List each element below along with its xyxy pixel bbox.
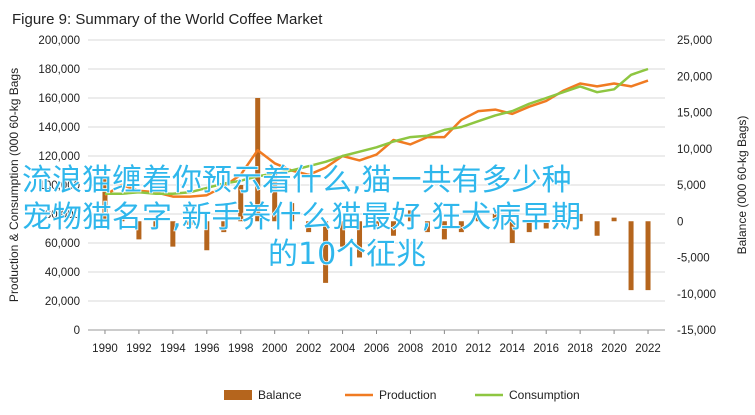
overlay-text: 流浪猫缠着你预示着什么,猫一共有多少种 宠物猫名字,新手养什么猫最好,狂犬病早期… [21, 162, 582, 273]
balance-bar [289, 203, 295, 222]
balance-bar [238, 185, 244, 222]
balance-bar [357, 221, 363, 258]
legend-label-balance: Balance [258, 388, 302, 402]
balance-bar [645, 221, 651, 291]
balance-bar [475, 217, 481, 222]
y-left-tick-label: 20,000 [45, 296, 80, 308]
balance-bar [543, 221, 549, 229]
balance-bar [492, 214, 498, 222]
balance-bar [509, 221, 515, 243]
x-tick-label: 1992 [126, 343, 152, 355]
legend-label-production: Production [379, 388, 436, 402]
legend-label-consumption: Consumption [509, 388, 580, 402]
y-right-tick-label: -15,000 [677, 325, 716, 337]
y-right-axis-label: Balance (000 60-kg Bags) [735, 116, 749, 255]
y-left-tick-label: 80,000 [45, 209, 80, 221]
y-right-tick-label: 25,000 [677, 35, 712, 47]
balance-bar [119, 217, 125, 222]
balance-bar [594, 221, 600, 236]
series-lines [104, 67, 649, 198]
balance-bar [187, 221, 193, 225]
balance-bar [204, 221, 210, 251]
balance-bar [153, 221, 159, 229]
y-left-tick-label: 100,000 [38, 180, 80, 192]
x-tick-label: 2012 [466, 343, 492, 355]
y-left-tick-label: 60,000 [45, 238, 80, 250]
y-right-tick-label: 5,000 [677, 180, 706, 192]
balance-bar [560, 221, 566, 222]
y-right-tick-label: 0 [677, 216, 683, 228]
x-tick-label: 2006 [364, 343, 390, 355]
y-left-tick-label: 160,000 [38, 93, 80, 105]
y-left-tick-label: 0 [74, 325, 80, 337]
x-tick-label: 2010 [432, 343, 458, 355]
y-left-tick-label: 40,000 [45, 267, 80, 279]
balance-bar [526, 221, 532, 233]
x-tick-label: 2020 [601, 343, 627, 355]
balance-bar [306, 221, 312, 233]
balance-bar [390, 221, 396, 236]
x-tick-label: 2022 [635, 343, 661, 355]
balance-bar [323, 221, 329, 283]
y-left-tick-label: 140,000 [38, 122, 80, 134]
x-tick-label: 2004 [330, 343, 356, 355]
consumption-line [105, 67, 649, 195]
axes: 0 20,000 40,000 60,000 80,000 100,000 120,000 1… [7, 35, 749, 355]
balance-bar [340, 221, 346, 247]
x-tick-label: 1996 [194, 343, 220, 355]
balance-bar [221, 221, 227, 233]
balance-bar [441, 221, 447, 240]
y-left-tick-label: 120,000 [38, 151, 80, 163]
chart-title: Figure 9: Summary of the World Coffee Ma… [12, 11, 323, 28]
legend-swatch-balance [224, 390, 252, 400]
x-tick-label: 1998 [228, 343, 254, 355]
balance-bar [458, 221, 464, 233]
balance-bar [611, 217, 617, 222]
balance-bars [102, 98, 651, 291]
balance-bar [170, 221, 176, 247]
legend: Balance Production Consumption [224, 388, 580, 402]
x-tick-label: 1994 [160, 343, 186, 355]
x-tick-label: 2016 [533, 343, 559, 355]
balance-bar [272, 174, 278, 222]
x-tick-label: 2014 [499, 343, 525, 355]
balance-bar [577, 214, 583, 222]
x-tick-label: 1990 [92, 343, 118, 355]
y-right-tick-label: -10,000 [677, 289, 716, 301]
gridlines [88, 39, 665, 331]
x-tick-label: 2000 [262, 343, 288, 355]
balance-bar [102, 177, 108, 222]
balance-bar [628, 221, 634, 291]
overlay-line-1: 流浪猫缠着你预示着什么,猫一共有多少种 [22, 163, 572, 198]
overlay-line-2: 宠物猫名字,新手养什么猫最好,狂犬病早期 [22, 200, 581, 235]
balance-bar [424, 221, 430, 233]
y-left-tick-label: 200,000 [38, 35, 80, 47]
y-right-tick-label: 20,000 [677, 71, 712, 83]
y-right-tick-label: 10,000 [677, 144, 712, 156]
x-tick-label: 2002 [296, 343, 322, 355]
x-tick-label: 2018 [567, 343, 593, 355]
balance-bar [136, 221, 142, 240]
balance-bar [374, 221, 379, 229]
y-left-tick-label: 180,000 [38, 64, 80, 76]
y-left-axis-label: Production & Consumption (000 60-kg Bags [7, 68, 21, 302]
balance-bar [255, 98, 261, 222]
x-tick-label: 2008 [398, 343, 424, 355]
y-right-tick-label: -5,000 [677, 253, 710, 265]
balance-bar [407, 210, 413, 222]
overlay-line-3: 的10个征兆 [268, 237, 426, 272]
y-right-tick-label: 15,000 [677, 108, 712, 120]
